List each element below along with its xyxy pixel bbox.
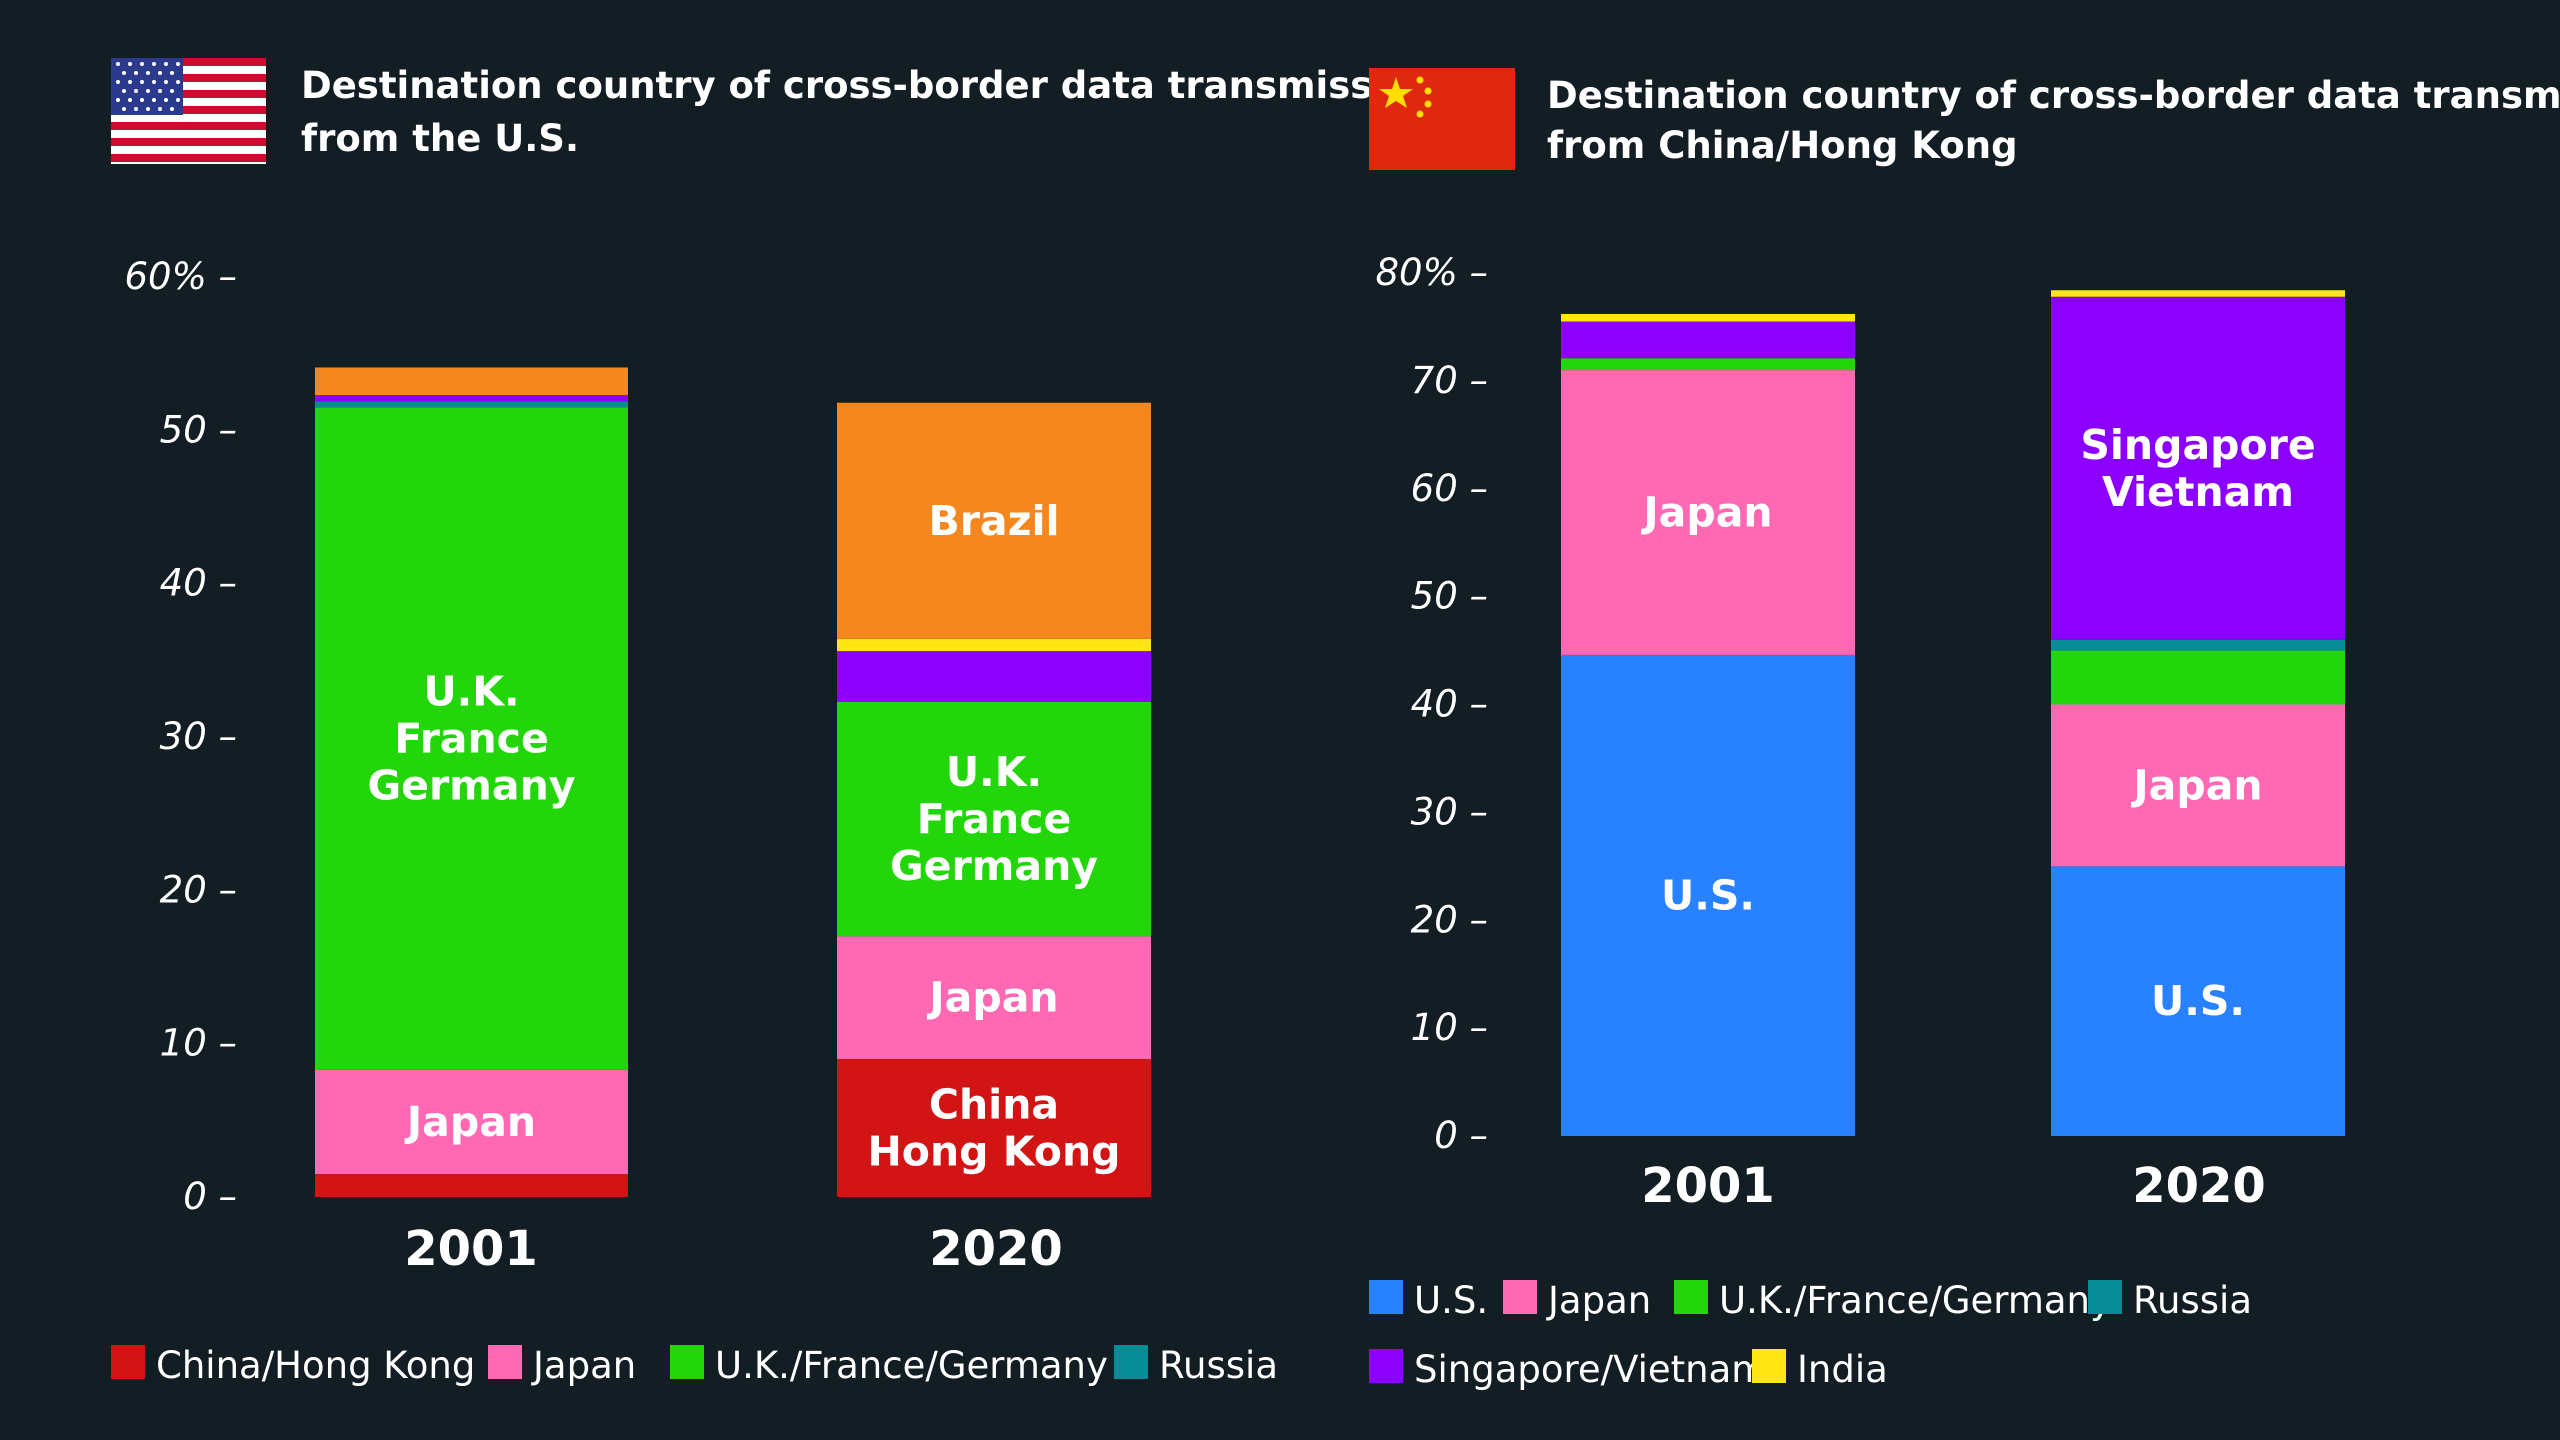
- bar-segment-2001-china-hong-kong: [315, 1174, 628, 1197]
- segment-label-2020-singapore-vietnam: Vietnam: [2102, 468, 2294, 516]
- segment-label-2020-u-s: U.S.: [2151, 977, 2245, 1025]
- y-tick-label: 10 –: [160, 1022, 237, 1065]
- bar-segment-2020-u-k-france-germany: [837, 701, 1151, 937]
- y-tick-label: 40 –: [1411, 683, 1488, 726]
- y-tick-label: 30 –: [1411, 790, 1488, 833]
- y-tick-label: 40 –: [160, 562, 237, 605]
- legend-label-india: India: [1797, 1348, 1888, 1391]
- legend-label-u-k-france-germany: U.K./France/Germany: [1719, 1279, 2112, 1322]
- legend-label-russia: Russia: [1159, 1344, 1278, 1387]
- bar-segment-2020-singapore-vietnam: [837, 651, 1151, 702]
- chart-right: Destination country of cross-border data…: [1369, 68, 2560, 1391]
- bar-segment-2020-japan: [2051, 704, 2345, 867]
- bar-segment-2001-india: [1561, 313, 1855, 322]
- y-tick-label: 80% –: [1376, 251, 1489, 294]
- y-tick-label: 60 –: [1411, 467, 1488, 510]
- segment-label-2001-u-k-france-germany: France: [394, 715, 549, 763]
- bar-segment-2020-russia: [2051, 639, 2345, 651]
- y-tick-label: 0 –: [183, 1175, 237, 1218]
- bar-segment-2001-u-s: [1561, 654, 1855, 1136]
- legend: U.S. Japan U.K./France/Germany Russia Singap…: [1369, 1279, 2252, 1391]
- legend-swatch-u-k-france-germany: [670, 1345, 704, 1379]
- usa-flag-icon: [111, 58, 266, 164]
- y-tick-label: 10 –: [1411, 1006, 1488, 1049]
- segment-label-2020-brazil: Brazil: [928, 497, 1059, 545]
- china-flag-icon: [1369, 68, 1515, 170]
- bars: [1561, 290, 2345, 1136]
- bar-segment-2020-china-hong-kong: [837, 1059, 1151, 1197]
- y-tick-label: 20 –: [160, 868, 237, 911]
- legend-swatch-russia: [1114, 1345, 1148, 1379]
- bar-segment-2001-singapore-vietnam: [315, 395, 628, 402]
- bar-segment-2001-brazil: [315, 367, 628, 396]
- legend-label-russia: Russia: [2133, 1279, 2252, 1322]
- legend-label-china-hong-kong: China/Hong Kong: [156, 1344, 475, 1387]
- legend-swatch-singapore-vietnam: [1369, 1349, 1403, 1383]
- y-tick-label: 0 –: [1434, 1114, 1488, 1157]
- legend-swatch-japan: [1503, 1280, 1537, 1314]
- bar-segment-2020-brazil: [837, 402, 1151, 639]
- legend-swatch-india: [1752, 1349, 1786, 1383]
- legend-swatch-russia: [2088, 1280, 2122, 1314]
- x-label-2001: 2001: [404, 1221, 538, 1277]
- segment-label-2020-china-hong-kong: Hong Kong: [867, 1128, 1120, 1176]
- segment-label-2020-u-k-france-germany: France: [917, 795, 1072, 843]
- y-tick-label: 60% –: [125, 255, 238, 298]
- y-axis: 0 – 10 – 20 – 30 – 40 – 50 – 60 – 70 – 80% –: [1376, 251, 1489, 1157]
- x-label-2001: 2001: [1641, 1158, 1775, 1214]
- bar-segment-2001-u-k-france-germany: [315, 407, 628, 1070]
- chart-title-line1: Destination country of cross-border data…: [1547, 74, 2560, 117]
- legend-swatch-china-hong-kong: [111, 1345, 145, 1379]
- chart-title-line2: from China/Hong Kong: [1547, 124, 2018, 167]
- bar-segment-2001-u-k-france-germany: [1561, 358, 1855, 371]
- chart-title-line1: Destination country of cross-border data…: [301, 64, 1410, 107]
- segment-label-2020-japan: Japan: [926, 974, 1058, 1022]
- chart-left: Destination country of cross-border data…: [111, 58, 1410, 1387]
- segment-label-2020-u-k-france-germany: U.K.: [946, 748, 1042, 796]
- x-label-2020: 2020: [929, 1221, 1063, 1277]
- segment-label-2020-singapore-vietnam: Singapore: [2080, 421, 2315, 469]
- y-tick-label: 30 –: [160, 715, 237, 758]
- legend-swatch-u-k-france-germany: [1674, 1280, 1708, 1314]
- chart-title-line2: from the U.S.: [301, 117, 579, 160]
- legend-swatch-u-s: [1369, 1280, 1403, 1314]
- segment-label-2001-u-k-france-germany: U.K.: [423, 668, 519, 716]
- x-label-2020: 2020: [2132, 1158, 2266, 1214]
- segment-label-2001-u-s: U.S.: [1661, 871, 1755, 919]
- bar-segment-2001-singapore-vietnam: [1561, 321, 1855, 359]
- bar-segment-2020-singapore-vietnam: [2051, 296, 2345, 640]
- segment-label-2020-u-k-france-germany: Germany: [890, 842, 1098, 890]
- segment-label-2020-china-hong-kong: China: [929, 1081, 1059, 1129]
- bar-segment-2020-india: [2051, 290, 2345, 297]
- bar-segment-2001-russia: [315, 401, 628, 408]
- bar-segment-2001-japan: [315, 1069, 628, 1174]
- legend-swatch-japan: [488, 1345, 522, 1379]
- legend-label-japan: Japan: [531, 1344, 636, 1387]
- bar-segment-2001-japan: [1561, 370, 1855, 655]
- legend: China/Hong Kong Japan U.K./France/Germany R…: [111, 1344, 1278, 1387]
- bar-segment-2020-india: [837, 638, 1151, 652]
- segment-label-2001-japan: Japan: [404, 1098, 536, 1146]
- bar-segment-2020-u-k-france-germany: [2051, 650, 2345, 705]
- bars: [315, 367, 1151, 1197]
- y-tick-label: 50 –: [160, 408, 237, 451]
- y-tick-label: 20 –: [1411, 898, 1488, 941]
- segment-label-2001-u-k-france-germany: Germany: [368, 762, 576, 810]
- bar-segment-2020-japan: [837, 936, 1151, 1059]
- segment-label-2020-japan: Japan: [2130, 761, 2262, 809]
- segment-label-2001-japan: Japan: [1640, 488, 1772, 536]
- bar-segment-2020-u-s: [2051, 866, 2345, 1136]
- legend-label-u-s: U.S.: [1414, 1279, 1488, 1322]
- y-tick-label: 70 –: [1411, 359, 1488, 402]
- legend-label-u-k-france-germany: U.K./France/Germany: [715, 1344, 1108, 1387]
- legend-label-japan: Japan: [1546, 1279, 1651, 1322]
- legend-label-singapore-vietnam: Singapore/Vietnam: [1414, 1348, 1767, 1391]
- y-axis: 0 – 10 – 20 – 30 – 40 – 50 – 60% –: [125, 255, 238, 1218]
- y-tick-label: 50 –: [1411, 575, 1488, 618]
